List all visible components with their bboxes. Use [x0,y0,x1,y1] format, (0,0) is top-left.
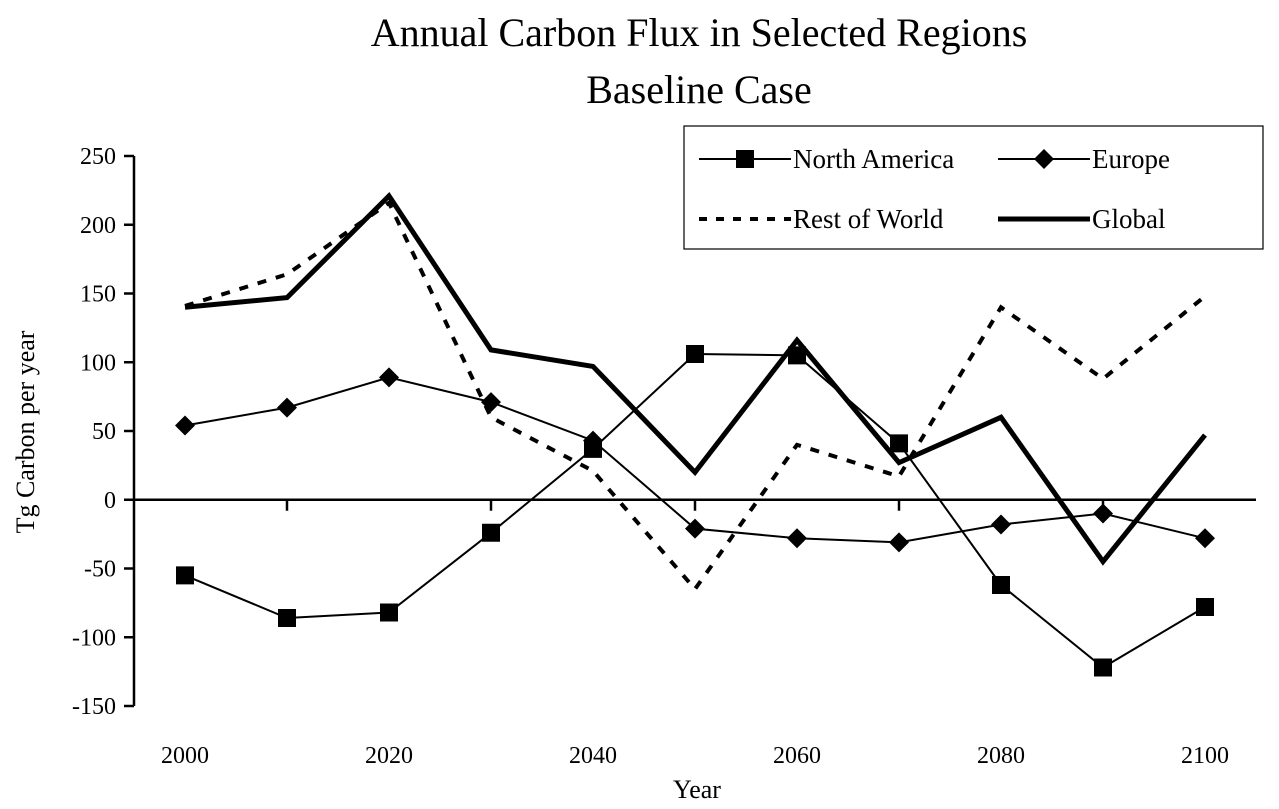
data-point-europe [175,415,195,436]
data-point-europe [379,367,399,388]
y-tick-label: -50 [84,557,116,583]
x-tick-label: 2060 [773,743,821,769]
axes: 250 200 150 100 50 0 -50 -100 -150 2000 2020 2040 20… [72,144,1256,769]
series-line-global [184,191,1207,566]
y-tick-label: -150 [72,694,116,720]
data-point-europe [583,430,603,451]
x-tick-label: 2080 [977,743,1025,769]
legend-item-europe: Europe [998,144,1170,174]
data-point-north-america [1094,658,1112,677]
legend-label-europe: Europe [1092,144,1170,174]
legend-box [683,125,1264,250]
y-tick-label: 250 [80,144,116,170]
chart-title: Annual Carbon Flux in Selected Regions [371,10,1028,55]
data-point-europe [889,532,909,553]
x-axis-title: Year [673,775,721,804]
data-point-north-america [788,346,806,365]
x-tick-label: 2000 [161,743,209,769]
data-point-europe [685,518,705,539]
series-line-europe [184,376,1206,544]
x-tick-label: 2100 [1181,743,1229,769]
data-point-north-america [890,434,908,453]
series-line-rest-of-world [184,199,1207,593]
y-axis-title: Tg Carbon per year [11,330,40,533]
data-point-europe [277,397,297,418]
legend: North America Europe Rest of World Globa… [683,125,1264,250]
legend-label-global: Global [1092,204,1166,234]
data-point-europe [1195,528,1215,549]
data-point-north-america [278,609,296,627]
data-point-north-america [176,566,194,585]
legend-marker-north-america [736,150,754,168]
legend-label-north-america: North America [793,144,954,174]
legend-marker-europe [1034,149,1054,169]
legend-item-rest-of-world: Rest of World [699,204,944,234]
data-point-north-america [686,345,704,363]
y-tick-label: 100 [80,350,116,376]
legend-label-rest-of-world: Rest of World [793,204,944,234]
data-point-north-america [992,576,1010,594]
data-point-europe [481,392,501,413]
y-tick-label: 200 [80,213,116,239]
data-point-europe [787,528,807,549]
data-point-europe [1093,503,1113,524]
y-tick-label: -100 [72,625,116,651]
x-tick-label: 2020 [365,743,413,769]
chart-subtitle: Baseline Case [586,67,812,112]
legend-item-north-america: North America [699,144,954,174]
data-point-north-america [1196,598,1214,616]
series-layer [175,191,1215,677]
data-point-europe [991,514,1011,535]
legend-item-global: Global [998,204,1166,234]
y-tick-label: 50 [92,419,116,445]
data-point-north-america [380,603,398,622]
y-tick-label: 0 [104,488,116,514]
data-point-north-america [482,523,500,542]
y-tick-label: 150 [80,282,116,308]
x-tick-label: 2040 [569,743,617,769]
